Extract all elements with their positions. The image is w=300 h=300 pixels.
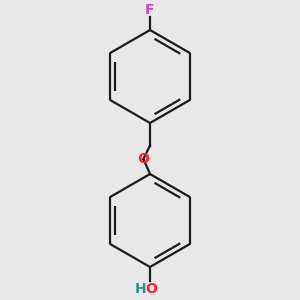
- Text: F: F: [145, 3, 155, 17]
- Text: O: O: [137, 152, 149, 166]
- Text: H: H: [135, 282, 146, 296]
- Text: O: O: [146, 282, 158, 296]
